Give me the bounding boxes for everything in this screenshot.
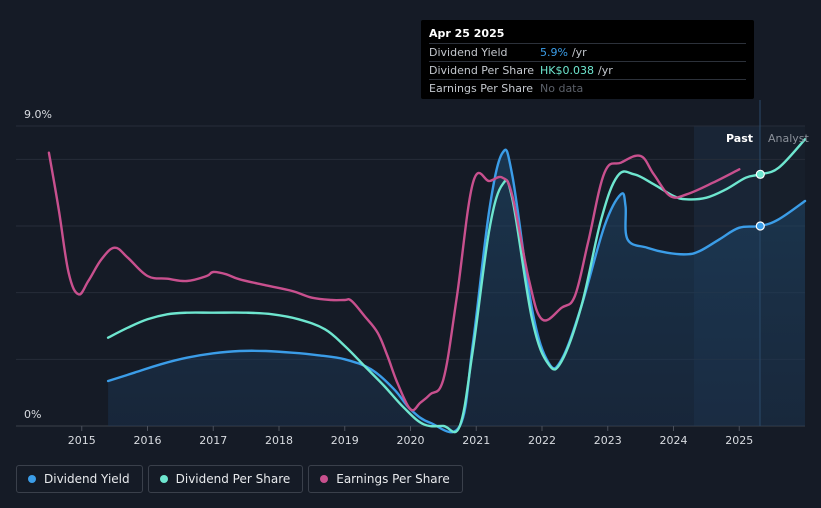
tooltip-row-dividend-per-share: Dividend Per Share HK$0.038 /yr [429, 61, 746, 79]
legend-dot-icon [28, 475, 36, 483]
x-tick-label: 2021 [462, 434, 490, 447]
dividend-yield-marker [755, 221, 765, 231]
tooltip-label: Dividend Yield [429, 46, 508, 59]
tooltip-unit: /yr [597, 64, 613, 77]
legend-label: Dividend Yield [44, 472, 130, 486]
analyst-label: Analyst [768, 132, 810, 145]
tooltip-label: Earnings Per Share [429, 82, 534, 95]
x-tick-label: 2015 [68, 434, 96, 447]
legend-item-dividend-per-share[interactable]: Dividend Per Share [147, 465, 304, 493]
x-axis: 2015 2016 2017 2018 2019 2020 2021 2022 2023 2024… [68, 426, 753, 447]
tooltip-value: 5.9% [540, 46, 568, 59]
x-tick-label: 2016 [134, 434, 162, 447]
legend-item-dividend-yield[interactable]: Dividend Yield [16, 465, 143, 493]
legend-label: Dividend Per Share [175, 472, 291, 486]
past-label: Past [726, 132, 753, 145]
x-tick-label: 2019 [331, 434, 359, 447]
tooltip-label: Dividend Per Share [429, 64, 535, 77]
legend: Dividend Yield Dividend Per Share Earnin… [16, 465, 463, 493]
x-tick-label: 2017 [199, 434, 227, 447]
x-tick-label: 2020 [397, 434, 425, 447]
tooltip-unit: /yr [571, 46, 587, 59]
x-tick-label: 2024 [660, 434, 688, 447]
series-lines [47, 138, 807, 434]
tooltip-value: HK$0.038 [540, 64, 594, 77]
dividend-yield-area [108, 149, 806, 433]
tooltip-row-earnings-per-share: Earnings Per Share No data [429, 79, 746, 97]
dividend-yield-line [106, 148, 807, 434]
dividend-per-share-marker [755, 169, 765, 179]
x-tick-label: 2018 [265, 434, 293, 447]
series-areas [108, 149, 806, 433]
legend-dot-icon [159, 475, 168, 483]
tooltip-value: No data [540, 82, 584, 95]
x-tick-label: 2023 [594, 434, 622, 447]
tooltip-markers [755, 169, 765, 231]
y-axis-bottom-label: 0% [24, 408, 41, 421]
x-tick-label: 2025 [725, 434, 753, 447]
earnings-per-share-line [47, 151, 741, 412]
legend-dot-icon [320, 475, 329, 483]
legend-label: Earnings Per Share [336, 472, 450, 486]
y-axis-top-label: 9.0% [24, 108, 52, 121]
tooltip-row-dividend-yield: Dividend Yield 5.9% /yr [429, 43, 746, 61]
tooltip: Apr 25 2025 Dividend Yield 5.9% /yr Divi… [421, 20, 754, 99]
dividend-per-share-line [106, 138, 807, 434]
legend-item-earnings-per-share[interactable]: Earnings Per Share [308, 465, 463, 493]
tooltip-date: Apr 25 2025 [429, 27, 505, 40]
x-tick-label: 2022 [528, 434, 556, 447]
